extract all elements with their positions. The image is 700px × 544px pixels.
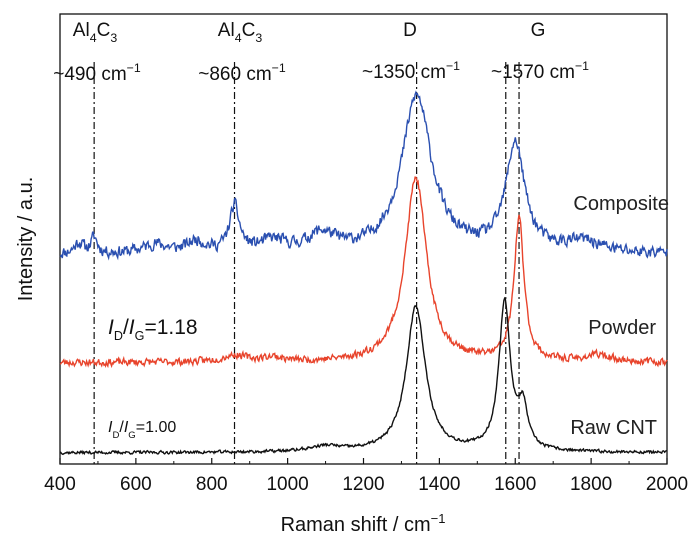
x-axis-label: Raman shift / cm−1 [281, 511, 446, 536]
series-line-composite [59, 90, 668, 261]
x-tick-label-600: 600 [120, 474, 152, 495]
peak-wavenumber-3: ~1570 cm−1 [491, 59, 589, 83]
y-axis-label: Intensity / a.u. [15, 177, 37, 302]
peak-annotations: Al4C3 ~490 cm−1 Al4C3 ~860 cm−1 D ~1350 cm−1 G… [53, 20, 589, 85]
x-tick-label-1600: 1600 [494, 474, 536, 495]
peak-name-0: Al4C3 [73, 20, 118, 45]
peak-wavenumber-2: ~1350 cm−1 [362, 59, 460, 83]
x-tick-label-400: 400 [44, 474, 76, 495]
x-tick-label-2000: 2000 [646, 474, 688, 495]
peak-wavenumber-0: ~490 cm−1 [53, 61, 141, 85]
x-axis-ticks: 400 600 800 1000 1200 1400 1600 1800 2000 [44, 458, 688, 495]
x-tick-label-1800: 1800 [570, 474, 612, 495]
series-labels: Composite Powder Raw CNT ID/IG=1.18 ID/IG=1.… [108, 193, 669, 441]
marker-lines [93, 62, 520, 464]
series-label-composite: Composite [573, 193, 669, 215]
peak-wavenumber-1: ~860 cm−1 [198, 61, 286, 85]
intensity-ratio-0: ID/IG=1.18 [108, 316, 198, 343]
peak-name-2: D [403, 20, 417, 41]
peak-name-3: G [531, 20, 546, 41]
x-tick-label-1000: 1000 [266, 474, 308, 495]
spectra [59, 90, 668, 456]
peak-name-1: Al4C3 [218, 20, 263, 45]
x-tick-label-1200: 1200 [342, 474, 384, 495]
series-line-raw-cnt [59, 296, 668, 456]
x-tick-label-800: 800 [196, 474, 228, 495]
series-label-raw-cnt: Raw CNT [570, 417, 657, 439]
series-label-powder: Powder [588, 317, 656, 339]
series-line-powder [59, 176, 668, 369]
x-tick-label-1400: 1400 [418, 474, 460, 495]
intensity-ratio-1: ID/IG=1.00 [108, 419, 176, 441]
